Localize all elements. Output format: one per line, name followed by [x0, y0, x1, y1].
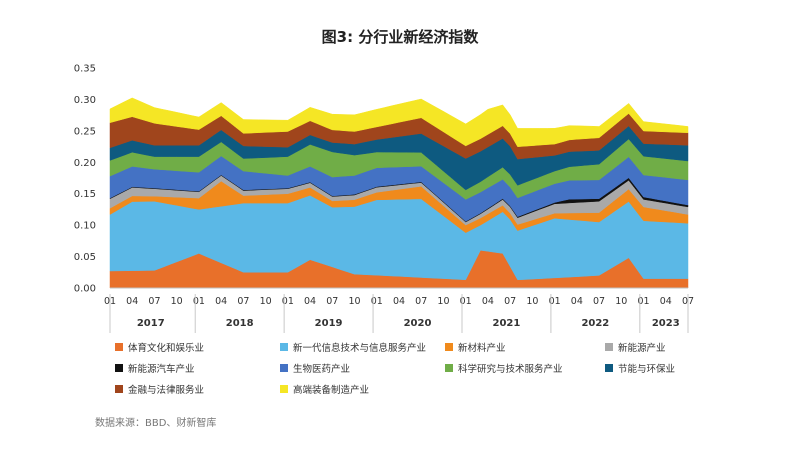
- x-month-label: 07: [415, 296, 427, 307]
- y-tick-label: 0.00: [74, 284, 96, 295]
- legend-label: 生物医药产业: [293, 364, 351, 375]
- legend-item: 金融与法律服务业: [115, 382, 280, 396]
- y-tick-label: 0.10: [74, 221, 96, 232]
- legend-item: 高端装备制造产业: [280, 382, 445, 396]
- chart-legend: 体育文化和娱乐业 新一代信息技术与信息服务产业 新材料产业 新能源产业新能源汽车产业 生…: [115, 340, 705, 396]
- legend-label: 金融与法律服务业: [128, 385, 205, 396]
- legend-label: 新材料产业: [458, 343, 506, 354]
- y-tick-label: 0.25: [74, 126, 96, 137]
- x-month-label: 04: [660, 296, 672, 307]
- legend-swatch: [605, 343, 613, 351]
- legend-item: 生物医药产业: [280, 361, 445, 375]
- x-year-label: 2017: [137, 318, 165, 329]
- legend-swatch: [280, 385, 288, 393]
- legend-label: 科学研究与技术服务产业: [458, 364, 563, 375]
- legend-item: 节能与环保业: [605, 361, 705, 375]
- area-series-9: [109, 97, 689, 147]
- x-month-label: 07: [504, 296, 516, 307]
- x-month-label: 10: [260, 296, 272, 307]
- x-month-label: 01: [460, 296, 472, 307]
- legend-item: 体育文化和娱乐业: [115, 340, 280, 354]
- legend-item: 新能源汽车产业: [115, 361, 280, 375]
- x-month-label: 04: [304, 296, 316, 307]
- chart-title: 图3: 分行业新经济指数: [321, 28, 479, 46]
- x-month-label: 04: [571, 296, 583, 307]
- x-month-label: 01: [371, 296, 383, 307]
- x-month-label: 01: [549, 296, 561, 307]
- y-tick-label: 0.30: [74, 95, 96, 106]
- data-source-note: 数据来源：BBD、财新智库: [95, 418, 217, 429]
- x-month-label: 01: [282, 296, 294, 307]
- y-tick-label: 0.15: [74, 189, 96, 200]
- legend-swatch: [115, 343, 123, 351]
- x-month-label: 04: [215, 296, 227, 307]
- x-month-label: 04: [482, 296, 494, 307]
- x-month-label: 04: [393, 296, 405, 307]
- x-year-label: 2021: [493, 318, 521, 329]
- legend-label: 新能源汽车产业: [128, 364, 195, 375]
- x-month-label: 10: [348, 296, 360, 307]
- legend-item: 新一代信息技术与信息服务产业: [280, 340, 445, 354]
- x-month-label: 07: [326, 296, 338, 307]
- legend-label: 新能源产业: [618, 343, 666, 354]
- y-tick-label: 0.20: [74, 158, 96, 169]
- x-year-label: 2022: [581, 318, 609, 329]
- legend-swatch: [280, 364, 288, 372]
- x-month-label: 01: [193, 296, 205, 307]
- legend-label: 新一代信息技术与信息服务产业: [293, 343, 427, 354]
- y-tick-label: 0.35: [74, 64, 96, 75]
- legend-item: 新材料产业: [445, 340, 605, 354]
- x-month-label: 04: [126, 296, 138, 307]
- legend-label: 体育文化和娱乐业: [128, 343, 205, 354]
- legend-swatch: [115, 364, 123, 372]
- x-year-label: 2020: [404, 318, 432, 329]
- x-month-label: 10: [171, 296, 183, 307]
- x-year-label: 2018: [226, 318, 254, 329]
- x-month-label: 10: [526, 296, 538, 307]
- x-year-label: 2023: [652, 318, 680, 329]
- y-tick-label: 0.05: [74, 252, 96, 263]
- x-month-label: 10: [615, 296, 627, 307]
- legend-swatch: [605, 364, 613, 372]
- legend-item: 新能源产业: [605, 340, 705, 354]
- legend-item: 科学研究与技术服务产业: [445, 361, 605, 375]
- x-month-label: 07: [593, 296, 605, 307]
- x-month-label: 10: [437, 296, 449, 307]
- x-month-label: 07: [237, 296, 249, 307]
- legend-swatch: [445, 364, 453, 372]
- legend-swatch: [280, 343, 288, 351]
- legend-swatch: [115, 385, 123, 393]
- x-year-label: 2019: [315, 318, 343, 329]
- x-month-label: 01: [637, 296, 649, 307]
- legend-swatch: [445, 343, 453, 351]
- legend-label: 高端装备制造产业: [293, 385, 370, 396]
- x-month-label: 07: [148, 296, 160, 307]
- legend-label: 节能与环保业: [618, 364, 676, 375]
